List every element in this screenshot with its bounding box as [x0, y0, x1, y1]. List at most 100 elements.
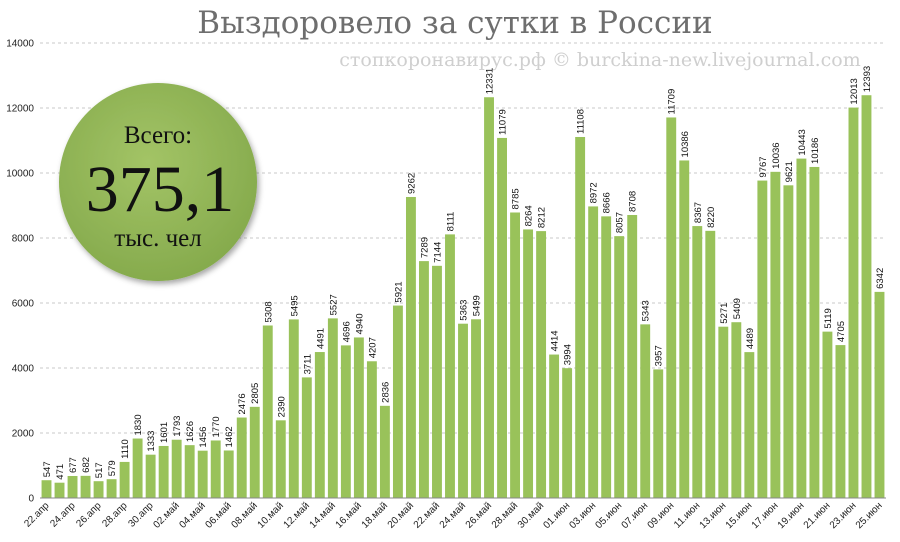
- badge-unit: тыс. чел: [114, 225, 201, 252]
- bar: [392, 305, 403, 498]
- x-tick-label: 26.май: [464, 500, 494, 530]
- value-label: 7144: [432, 242, 443, 263]
- bar: [106, 479, 117, 498]
- bar: [314, 352, 325, 498]
- x-tick-label: 14.май: [308, 500, 338, 530]
- total-badge: Всего: 375,1 тыс. чел: [59, 83, 257, 281]
- bar: [275, 420, 286, 498]
- x-tick-label: 04.май: [177, 500, 207, 530]
- value-label: 11709: [667, 89, 678, 115]
- y-tick-label: 14000: [6, 39, 34, 50]
- bar: [236, 417, 247, 498]
- bar: [405, 196, 416, 499]
- bar: [679, 160, 690, 498]
- y-tick-label: 10000: [6, 169, 34, 180]
- value-label: 4940: [354, 313, 365, 334]
- bar: [445, 234, 455, 498]
- value-label: 4491: [315, 328, 326, 349]
- value-label: 1333: [146, 431, 157, 452]
- x-tick-label: 16.май: [334, 500, 364, 530]
- bar: [484, 97, 494, 499]
- x-tick-label: 24.май: [438, 500, 468, 530]
- bar: [471, 319, 481, 498]
- value-label: 5527: [328, 294, 339, 315]
- bar: [327, 318, 338, 498]
- value-label: 12393: [862, 66, 873, 92]
- x-tick-label: 08.май: [230, 500, 260, 530]
- bar: [835, 345, 846, 498]
- value-label: 517: [94, 462, 105, 478]
- value-label: 6342: [875, 268, 886, 289]
- value-label: 9262: [406, 173, 417, 194]
- value-label: 2476: [237, 393, 248, 414]
- x-tick-label: 28.апр: [100, 500, 130, 530]
- y-tick-label: 6000: [12, 299, 35, 310]
- bar: [627, 214, 638, 499]
- x-tick-label: 12.май: [282, 500, 312, 530]
- bar: [822, 331, 833, 498]
- y-axis-ticks: 0 2000 4000 6000 8000 10000 12000 14000: [6, 39, 34, 505]
- bar: [145, 454, 156, 498]
- value-label: 8708: [628, 191, 639, 212]
- x-tick-label: 03.июн: [568, 500, 599, 531]
- bar: [223, 450, 234, 498]
- y-tick-label: 2000: [12, 429, 35, 440]
- value-label: 2805: [250, 383, 261, 404]
- badge-circle: [59, 83, 257, 281]
- value-label: 10443: [797, 129, 808, 155]
- value-label: 1793: [172, 416, 183, 437]
- value-label: 5495: [289, 295, 300, 316]
- bar: [783, 185, 794, 498]
- x-tick-label: 15.июн: [724, 500, 755, 531]
- value-label: 1462: [224, 426, 235, 447]
- badge-label: Всего:: [124, 122, 192, 149]
- value-label: 5363: [459, 300, 470, 321]
- bar: [54, 482, 65, 498]
- y-tick-label: 0: [28, 494, 34, 505]
- bar: [132, 438, 143, 498]
- value-label: 8666: [602, 192, 613, 213]
- value-label: 3957: [654, 345, 665, 366]
- bar: [757, 180, 768, 498]
- value-label: 4414: [550, 330, 561, 351]
- bar: [744, 352, 755, 498]
- value-label: 8785: [511, 188, 522, 209]
- x-tick-label: 24.апр: [48, 500, 78, 530]
- x-tick-label: 01.июн: [541, 500, 572, 531]
- x-tick-label: 06.май: [203, 500, 233, 530]
- bar: [41, 480, 52, 498]
- bar: [419, 261, 429, 498]
- x-tick-label: 13.июн: [698, 500, 729, 531]
- bar: [523, 229, 534, 499]
- value-label: 8057: [615, 212, 626, 233]
- bar: [770, 171, 781, 498]
- bar: [692, 226, 703, 498]
- value-label: 5499: [472, 295, 483, 316]
- bar: [718, 326, 729, 498]
- bar: [67, 475, 78, 498]
- bar: [562, 368, 573, 498]
- bar: [510, 212, 521, 499]
- value-label: 5119: [823, 308, 834, 328]
- x-tick-label: 10.май: [256, 500, 286, 530]
- value-label: 8972: [589, 182, 600, 203]
- value-label: 12013: [849, 78, 860, 104]
- y-tick-label: 12000: [6, 104, 34, 115]
- value-label: 9767: [758, 156, 769, 177]
- x-tick-label: 23.июн: [828, 500, 859, 531]
- value-label: 9621: [784, 161, 795, 182]
- value-label: 4705: [836, 321, 847, 342]
- bar: [809, 166, 820, 498]
- bar: [184, 445, 195, 498]
- bar: [379, 405, 390, 498]
- x-tick-label: 21.июн: [802, 500, 833, 531]
- bar: [197, 450, 208, 498]
- value-label: 4696: [341, 321, 352, 342]
- value-label: 579: [107, 460, 118, 476]
- bar: [666, 117, 677, 499]
- value-label: 8367: [693, 202, 704, 223]
- x-tick-label: 28.май: [490, 500, 520, 530]
- value-label: 2390: [276, 396, 287, 417]
